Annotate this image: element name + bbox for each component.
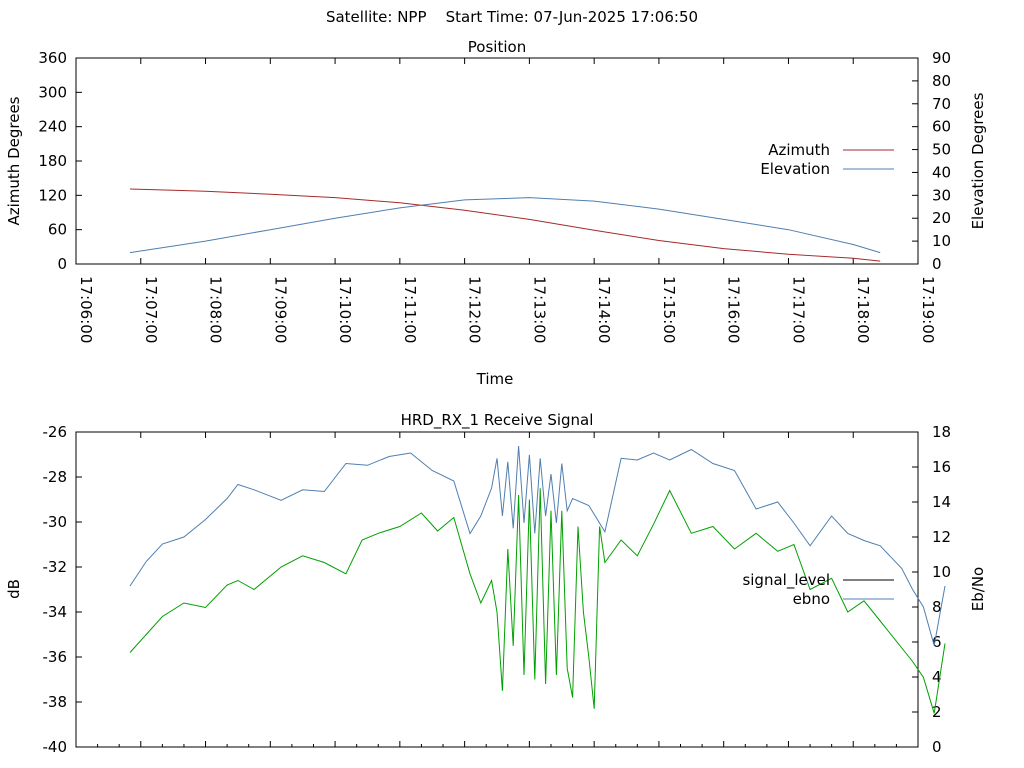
position-series (129, 188, 881, 262)
time-tick-label: 17:17:00 (789, 276, 807, 343)
azimuth-axis-title: Azimuth Degrees (5, 96, 23, 225)
ebno-tick-label: 8 (932, 598, 942, 616)
db-tick-label: -26 (43, 423, 68, 441)
elevation-axis-title: Elevation Degrees (969, 92, 987, 229)
position-chart: Position 0 60 120 180 240 300 360 0 10 20 30 40 50 6… (5, 38, 987, 388)
time-tick-label: 17:16:00 (725, 276, 743, 343)
db-axis-title: dB (5, 579, 23, 599)
ebno-tick-label: 0 (932, 738, 942, 756)
elevation-tick-label: 10 (932, 232, 951, 250)
db-tick-label: -38 (43, 693, 68, 711)
bottom-time-axis (75, 432, 919, 747)
ebno-tick-label: 14 (932, 493, 951, 511)
ebno-axis-title: Eb/No (969, 567, 987, 611)
elevation-tick-label: 70 (932, 95, 951, 113)
receive-signal-chart: HRD_RX_1 Receive Signal -40-38-36-34-32-… (5, 411, 987, 756)
time-tick-label: 17:10:00 (336, 276, 354, 343)
time-axis: 17:06:00 17:07:00 17:08:00 17:09:00 17:10:00… (75, 58, 937, 343)
azimuth-tick-label: 120 (38, 186, 67, 204)
azimuth-tick-label: 180 (38, 152, 67, 170)
legend-label-azimuth: Azimuth (768, 141, 830, 159)
elevation-tick-label: 0 (932, 255, 942, 273)
green-trace-line (129, 488, 946, 714)
ebno-tick-label: 10 (932, 563, 951, 581)
elevation-tick-label: 40 (932, 163, 951, 181)
elevation-axis: 0 10 20 30 40 50 60 70 80 90 (912, 49, 951, 273)
legend-label-ebno: ebno (793, 590, 830, 608)
time-tick-label: 17:08:00 (207, 276, 225, 343)
elevation-tick-label: 80 (932, 72, 951, 90)
time-tick-label: 17:11:00 (401, 276, 419, 343)
db-tick-label: -40 (43, 738, 68, 756)
time-tick-label: 17:06:00 (77, 276, 95, 343)
elevation-tick-label: 50 (932, 141, 951, 159)
legend-label-elevation: Elevation (760, 160, 830, 178)
time-tick-label: 17:15:00 (660, 276, 678, 343)
time-tick-label: 17:19:00 (919, 276, 937, 343)
elevation-tick-label: 30 (932, 186, 951, 204)
ebno-tick-label: 6 (932, 633, 942, 651)
time-tick-label: 17:14:00 (595, 276, 613, 343)
azimuth-tick-label: 360 (38, 49, 67, 67)
time-tick-label: 17:07:00 (142, 276, 160, 343)
ebno-tick-label: 16 (932, 458, 951, 476)
elevation-tick-label: 90 (932, 49, 951, 67)
receive-signal-series (129, 445, 946, 714)
figure-title: Satellite: NPP Start Time: 07-Jun-2025 1… (326, 8, 698, 26)
ebno-tick-label: 12 (932, 528, 951, 546)
ebno-tick-label: 2 (932, 703, 942, 721)
ebno-tick-label: 4 (932, 668, 942, 686)
time-tick-label: 17:18:00 (854, 276, 872, 343)
time-tick-label: 17:09:00 (271, 276, 289, 343)
elevation-tick-label: 20 (932, 209, 951, 227)
azimuth-tick-label: 240 (38, 118, 67, 136)
azimuth-axis: 0 60 120 180 240 300 360 (38, 49, 82, 273)
azimuth-tick-label: 300 (38, 83, 67, 101)
time-axis-title: Time (476, 370, 514, 388)
db-tick-label: -32 (43, 558, 68, 576)
azimuth-line (129, 188, 881, 262)
azimuth-tick-label: 60 (48, 221, 67, 239)
ebno-line (129, 445, 946, 646)
receive-signal-chart-title: HRD_RX_1 Receive Signal (401, 411, 594, 430)
position-chart-title: Position (468, 38, 526, 56)
time-tick-label: 17:12:00 (466, 276, 484, 343)
receive-signal-plot-frame (75, 431, 919, 748)
legend-label-signal_level: signal_level (742, 571, 830, 590)
ebno-axis: 0 2 4 6 8 10 12 14 16 18 (912, 423, 951, 756)
db-tick-label: -36 (43, 648, 68, 666)
db-tick-label: -30 (43, 513, 68, 531)
elevation-tick-label: 60 (932, 118, 951, 136)
time-tick-label: 17:13:00 (530, 276, 548, 343)
elevation-line (129, 197, 881, 254)
azimuth-tick-label: 0 (57, 255, 67, 273)
db-tick-label: -34 (43, 603, 68, 621)
db-axis: -40 -38 -36 -34 -32 -30 -28 -26 (43, 423, 82, 756)
ebno-tick-label: 18 (932, 423, 951, 441)
db-tick-label: -28 (43, 468, 68, 486)
